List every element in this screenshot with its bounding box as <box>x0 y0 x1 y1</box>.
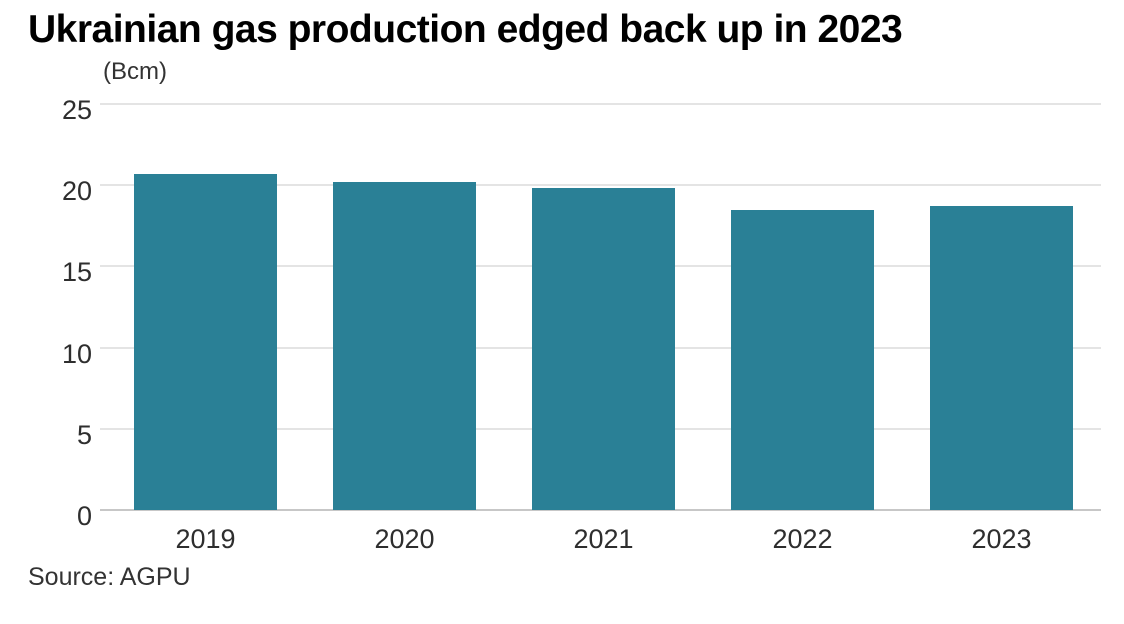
bar-2020 <box>333 181 476 510</box>
x-axis-tick-label: 2019 <box>175 524 236 554</box>
bar-2022 <box>731 209 874 510</box>
bar-2023 <box>930 206 1073 510</box>
gridline <box>100 184 1101 187</box>
y-axis-tick-label: 25 <box>61 95 92 125</box>
bar-2021 <box>532 188 675 510</box>
y-axis-tick-label: 10 <box>61 338 92 369</box>
y-axis-unit-label: (Bcm) <box>103 58 167 85</box>
x-axis-baseline <box>100 509 1101 511</box>
y-axis-tick-label: 5 <box>76 419 92 450</box>
x-axis-tick-label: 2023 <box>971 524 1032 554</box>
y-axis-tick-label: 20 <box>61 176 92 207</box>
x-axis-tick-label: 2020 <box>374 524 435 554</box>
x-axis-tick-label: 2022 <box>772 524 833 554</box>
y-axis-tick-label: 0 <box>76 501 92 531</box>
gridline <box>100 103 1101 105</box>
chart-title: Ukrainian gas production edged back up i… <box>28 8 903 51</box>
source-attribution: Source: AGPU <box>28 563 191 591</box>
x-axis-tick-label: 2021 <box>573 524 634 554</box>
y-axis-tick-label: 15 <box>61 257 92 288</box>
bar-2019 <box>134 173 277 510</box>
